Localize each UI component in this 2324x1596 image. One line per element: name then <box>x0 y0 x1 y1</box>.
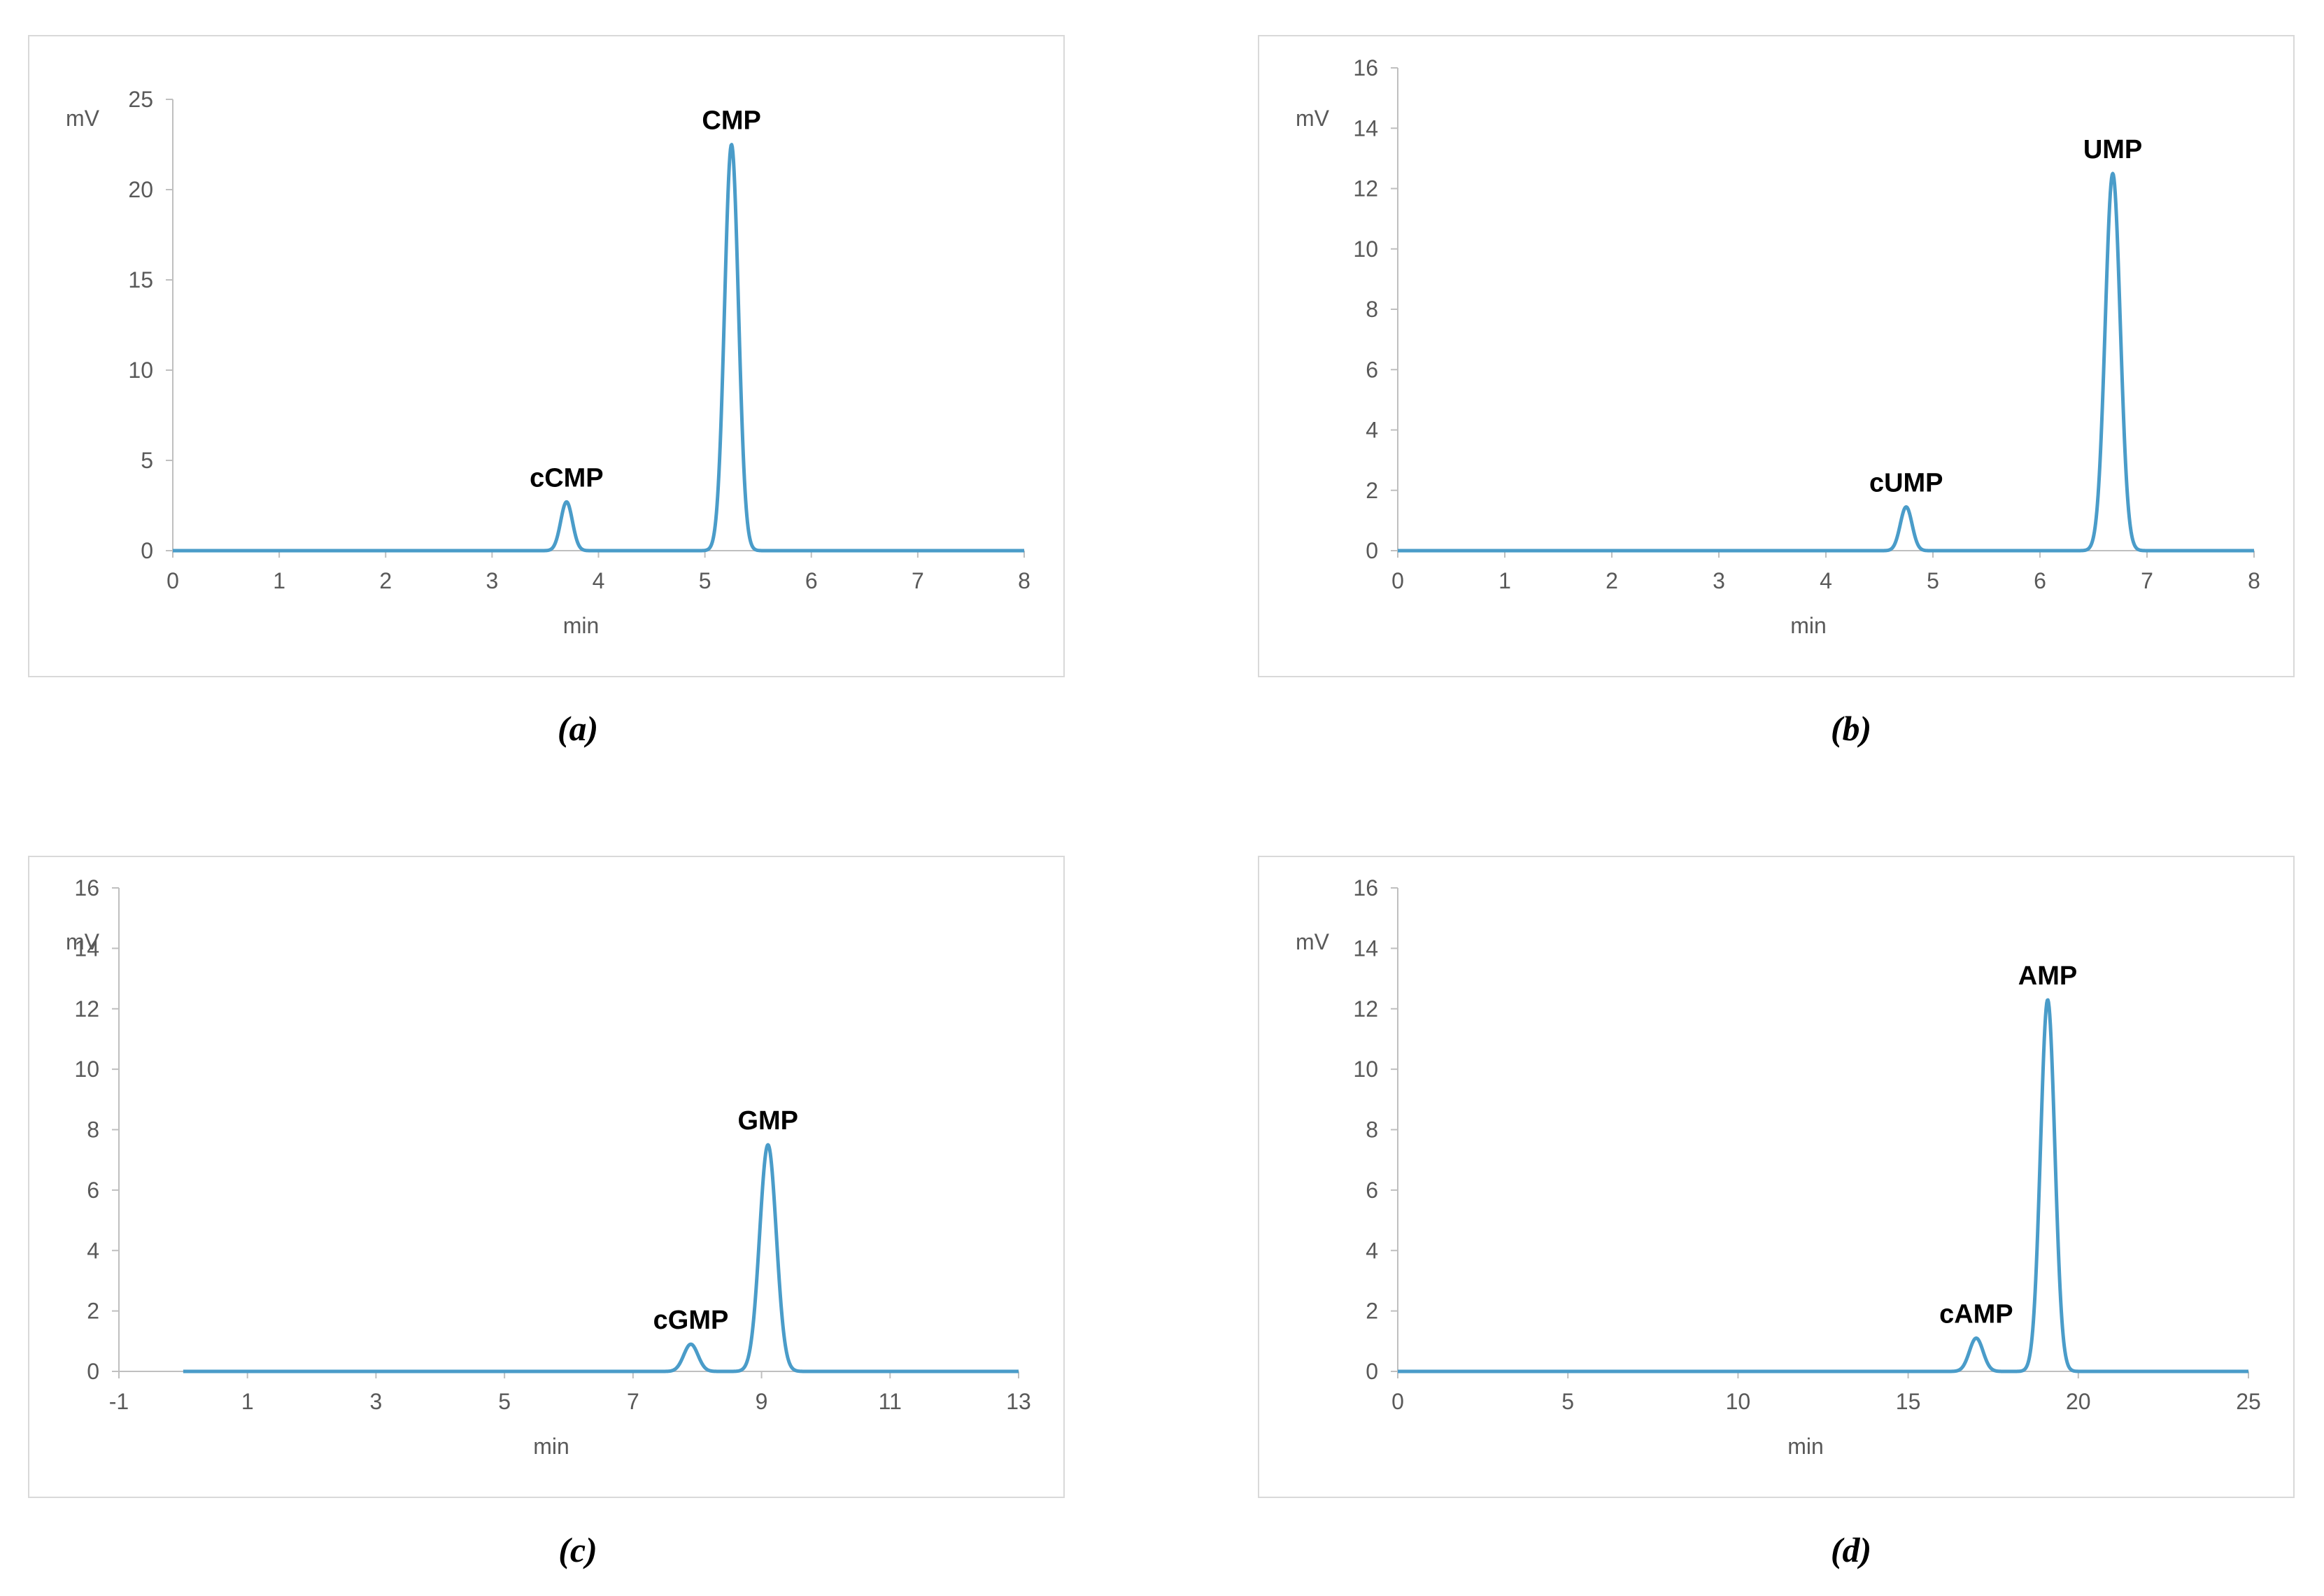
y-tick-label: 2 <box>87 1299 99 1324</box>
y-tick-label: 16 <box>1353 875 1378 901</box>
y-tick-label: 12 <box>1353 176 1378 202</box>
peak-label-gmp: GMP <box>737 1106 798 1136</box>
peak-label-cgmp: cGMP <box>653 1306 729 1335</box>
y-tick-label: 14 <box>1353 115 1378 141</box>
y-tick-label: 25 <box>128 87 153 112</box>
y-tick-label: 4 <box>1366 418 1378 443</box>
x-tick-label: 1 <box>1498 568 1511 593</box>
chart-panel-b: 0 2 4 6 8 10 12 14 16 0 1 2 3 4 5 6 7 8 min mV cUMP UMP <box>1258 35 2295 677</box>
x-tick-label: 7 <box>627 1389 639 1414</box>
x-tick-label: 5 <box>1927 568 1939 593</box>
chart-panel-a: 0 5 10 15 20 25 0 1 2 3 4 5 6 7 8 min mV cCMP CMP <box>28 35 1065 677</box>
x-tick-label: 3 <box>486 568 498 593</box>
chromatogram-trace-a <box>171 143 1026 553</box>
peak-label-ump: UMP <box>2083 135 2142 164</box>
x-tick-label: 2 <box>1606 568 1618 593</box>
x-tick-label: 25 <box>2236 1389 2261 1414</box>
x-tick-label: 20 <box>2066 1389 2091 1414</box>
y-tick-label: 20 <box>128 177 153 202</box>
peak-label-ccmp: cCMP <box>530 463 604 493</box>
x-tick-label: -1 <box>109 1389 129 1414</box>
x-tick-label: 5 <box>498 1389 511 1414</box>
chart-svg-d: 0 2 4 6 8 10 12 14 16 0 5 10 15 20 25 min mV cAMP AMP <box>1296 875 2261 1459</box>
y-axis-title-a: mV <box>66 106 100 131</box>
peak-label-amp: AMP <box>2018 961 2077 991</box>
x-axis-title-b: min <box>1790 613 1827 638</box>
x-axis-title-a: min <box>563 613 600 638</box>
x-tick-label: 5 <box>699 568 711 593</box>
chart-panel-c: 0 2 4 6 8 10 12 14 16 -1 1 3 5 7 9 11 13 min mV cGMP GMP <box>28 856 1065 1498</box>
y-tick-label: 16 <box>1353 55 1378 80</box>
y-tick-label: 14 <box>74 935 99 961</box>
x-tick-label: 6 <box>805 568 818 593</box>
y-tick-label: 8 <box>87 1117 99 1143</box>
x-tick-label: 15 <box>1896 1389 1921 1414</box>
x-tick-label: 9 <box>756 1389 768 1414</box>
y-tick-label: 0 <box>87 1359 99 1384</box>
caption-d: (d) <box>1830 1530 1872 1569</box>
chromatogram-trace-c <box>182 1143 1020 1373</box>
y-tick-label: 6 <box>1366 1178 1378 1203</box>
x-tick-label: 0 <box>1391 1389 1404 1414</box>
y-tick-label: 12 <box>1353 996 1378 1022</box>
y-tick-label: 10 <box>1353 236 1378 262</box>
y-tick-label: 10 <box>74 1057 99 1082</box>
caption-a: (a) <box>557 709 599 748</box>
chart-svg-a: 0 5 10 15 20 25 0 1 2 3 4 5 6 7 8 min mV cCMP CMP <box>66 87 1030 638</box>
caption-c: (c) <box>558 1530 597 1569</box>
peak-label-cmp: CMP <box>702 106 760 136</box>
y-tick-label: 0 <box>141 538 153 563</box>
y-tick-label: 2 <box>1366 1299 1378 1324</box>
y-tick-label: 0 <box>1366 538 1378 563</box>
y-tick-label: 10 <box>1353 1057 1378 1082</box>
chromatogram-trace-d <box>1396 998 2250 1373</box>
y-tick-label: 15 <box>128 267 153 292</box>
x-axis-title-d: min <box>1787 1434 1824 1459</box>
x-tick-label: 7 <box>912 568 924 593</box>
y-tick-label: 4 <box>87 1238 99 1263</box>
x-tick-label: 8 <box>1018 568 1030 593</box>
x-tick-label: 5 <box>1561 1389 1574 1414</box>
x-tick-label: 11 <box>879 1389 902 1414</box>
x-tick-label: 6 <box>2034 568 2046 593</box>
y-tick-label: 8 <box>1366 1117 1378 1143</box>
y-tick-label: 0 <box>1366 1359 1378 1384</box>
x-tick-label: 4 <box>593 568 605 593</box>
x-tick-label: 7 <box>2141 568 2153 593</box>
caption-b: (b) <box>1830 709 1872 748</box>
y-axis-title-c: mV <box>66 929 100 954</box>
y-axis-title-d: mV <box>1296 929 1330 954</box>
x-tick-label: 2 <box>379 568 392 593</box>
x-tick-label: 3 <box>370 1389 383 1414</box>
y-tick-label: 12 <box>74 996 99 1022</box>
x-tick-label: 13 <box>1006 1389 1031 1414</box>
x-tick-label: 8 <box>2248 568 2260 593</box>
y-tick-label: 4 <box>1366 1238 1378 1263</box>
x-tick-label: 1 <box>241 1389 254 1414</box>
x-tick-label: 0 <box>166 568 179 593</box>
x-tick-label: 3 <box>1713 568 1725 593</box>
y-tick-label: 5 <box>141 448 153 473</box>
x-tick-label: 10 <box>1726 1389 1751 1414</box>
x-tick-label: 4 <box>1820 568 1832 593</box>
chart-panel-d: 0 2 4 6 8 10 12 14 16 0 5 10 15 20 25 min mV cAMP AMP <box>1258 856 2295 1498</box>
x-tick-label: 1 <box>273 568 285 593</box>
y-tick-label: 16 <box>74 875 99 901</box>
y-axis-title-b: mV <box>1296 106 1330 131</box>
y-tick-label: 10 <box>128 358 153 383</box>
x-tick-label: 0 <box>1391 568 1404 593</box>
y-tick-label: 8 <box>1366 297 1378 322</box>
y-tick-label: 2 <box>1366 478 1378 503</box>
chromatogram-trace-b <box>1396 171 2255 553</box>
y-tick-label: 14 <box>1353 935 1378 961</box>
y-tick-label: 6 <box>87 1178 99 1203</box>
x-axis-title-c: min <box>533 1434 569 1459</box>
peak-label-camp: cAMP <box>1939 1299 2013 1329</box>
peak-label-cump: cUMP <box>1869 468 1943 497</box>
y-tick-label: 6 <box>1366 357 1378 382</box>
